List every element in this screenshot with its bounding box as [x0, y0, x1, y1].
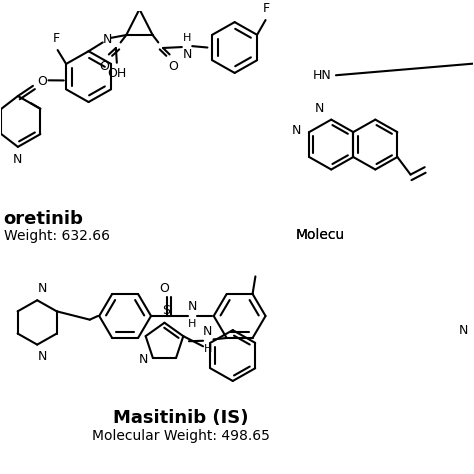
- Text: S: S: [163, 304, 170, 317]
- Text: HN: HN: [312, 69, 331, 82]
- Text: O: O: [37, 75, 47, 88]
- Text: N: N: [188, 300, 197, 313]
- Text: N: N: [38, 350, 47, 363]
- Text: Weight: 632.66: Weight: 632.66: [4, 228, 110, 243]
- Text: Molecular Weight: 498.65: Molecular Weight: 498.65: [91, 428, 269, 443]
- Text: Masitinib (IS): Masitinib (IS): [113, 409, 248, 427]
- Text: H: H: [204, 344, 212, 354]
- Text: O: O: [100, 61, 109, 73]
- Text: N: N: [183, 47, 192, 61]
- Text: OH: OH: [107, 67, 127, 81]
- Text: N: N: [13, 153, 23, 166]
- Text: N: N: [458, 324, 468, 337]
- Text: N: N: [292, 124, 301, 137]
- Text: N: N: [38, 282, 47, 295]
- Text: F: F: [263, 2, 270, 16]
- Text: N: N: [315, 102, 324, 115]
- Text: O: O: [159, 282, 169, 295]
- Text: O: O: [168, 61, 178, 73]
- Text: F: F: [53, 32, 60, 46]
- Text: oretinib: oretinib: [4, 210, 83, 228]
- Text: H: H: [188, 319, 197, 329]
- Text: Molecu: Molecu: [296, 228, 345, 242]
- Text: N: N: [139, 353, 148, 366]
- Text: H: H: [183, 33, 191, 43]
- Text: N: N: [103, 33, 112, 46]
- Text: N: N: [203, 325, 212, 337]
- Text: Molecu: Molecu: [296, 228, 345, 242]
